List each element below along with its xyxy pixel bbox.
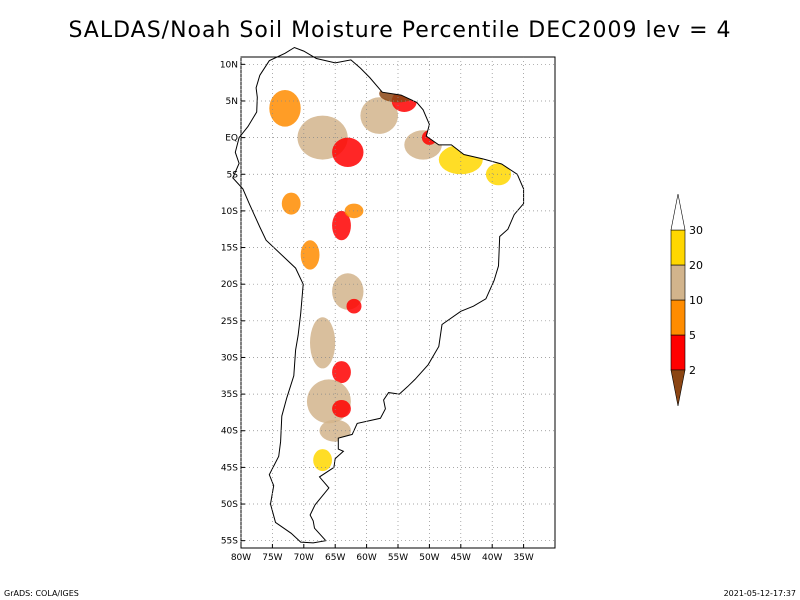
y-tick-label-5: 15S [221,244,238,254]
percentile-region-16 [310,317,336,369]
y-tick-label-6: 20S [221,280,238,290]
percentile-region-3 [360,97,399,134]
x-tick-label-9: 35W [513,553,533,563]
y-tick-label-12: 50S [221,500,238,510]
x-tick-label-1: 75W [262,553,282,563]
legend-label-3: 20 [689,259,703,272]
legend-swatch-0 [670,334,686,371]
x-tick-label-5: 55W [388,553,408,563]
footer-timestamp: 2021-05-12-17:37 [723,589,796,598]
x-tick-label-2: 70W [294,553,314,563]
percentile-region-11 [332,210,351,241]
plot-frame [240,56,556,549]
x-tick-label-3: 65W [325,553,345,563]
legend-label-1: 5 [689,329,696,342]
y-tick-label-2: EQ [225,134,238,144]
y-tick-label-7: 25S [221,317,238,327]
y-tick-label-11: 45S [221,463,238,473]
y-tick-label-3: 5S [227,170,239,180]
legend-arrow-low [670,369,686,407]
y-tick-label-1: 5N [226,97,238,107]
x-tick-label-6: 50W [419,553,439,563]
legend-swatch-3 [670,229,686,266]
legend-arrow-high [670,193,686,231]
y-tick-label-9: 35S [221,390,238,400]
grid-layer [240,57,555,548]
legend-label-4: 30 [689,224,703,237]
footer-credit: GrADS: COLA/IGES [4,589,79,598]
y-tick-label-4: 10S [221,207,238,217]
percentile-region-9 [485,163,512,186]
legend-swatch-2 [670,264,686,301]
percentile-region-17 [332,361,351,384]
coastline [232,46,525,544]
percentile-region-20 [319,419,351,442]
legend-label-0: 2 [689,364,696,377]
color-legend: 2 5 10 20 30 [670,193,703,407]
x-tick-label-0: 80W [231,553,251,563]
y-tick-label-13: 55S [221,537,238,547]
percentile-region-2 [332,137,364,167]
legend-label-2: 10 [689,294,703,307]
y-tick-label-8: 30S [221,353,238,363]
percentile-region-19 [332,400,351,418]
data-layer [269,84,512,472]
map-title: SALDAS/Noah Soil Moisture Percentile DEC… [68,18,732,43]
x-tick-label-8: 40W [482,553,502,563]
percentile-region-15 [346,298,362,314]
percentile-region-0 [269,90,301,127]
y-tick-label-10: 40S [221,427,238,437]
tick-layer: 80W 75W 70W 65W 60W 55W 50W 45W 40W 35W 10N 5N EQ 5S 1… [220,60,534,563]
percentile-region-10 [281,192,301,215]
legend-swatch-1 [670,299,686,336]
percentile-region-21 [313,449,332,472]
y-tick-label-0: 10N [220,60,238,70]
x-tick-label-7: 45W [451,553,471,563]
x-tick-label-4: 60W [356,553,376,563]
